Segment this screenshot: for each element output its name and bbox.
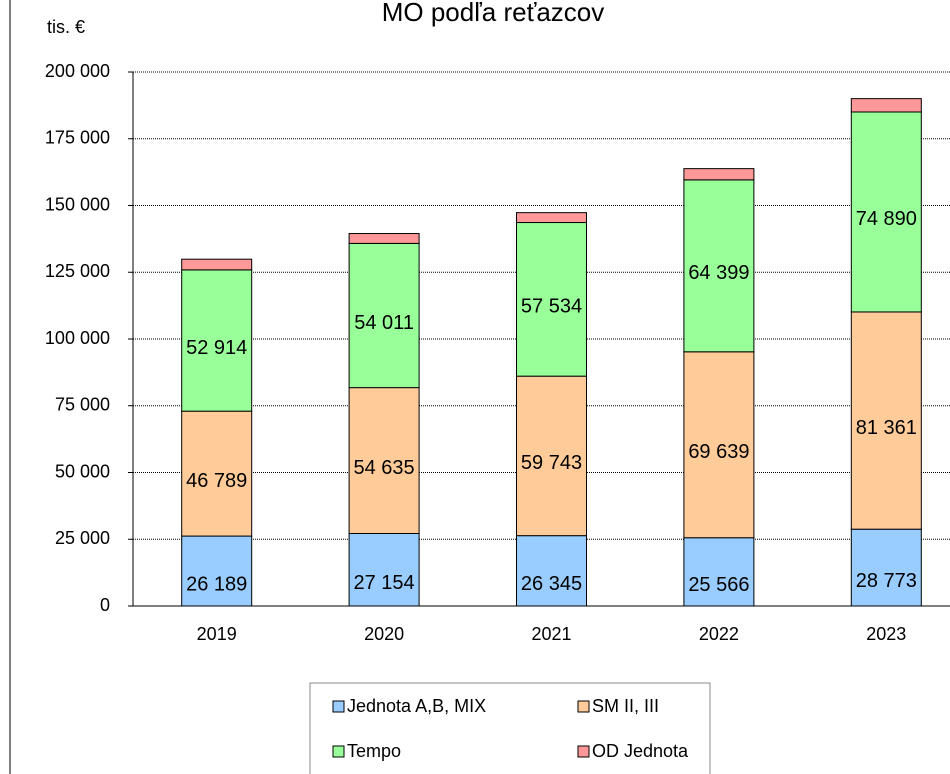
y-tick-label: 25 000 <box>55 528 110 548</box>
x-tick-label: 2019 <box>197 624 237 644</box>
legend-marker <box>332 745 345 758</box>
y-tick-label: 0 <box>100 595 110 615</box>
y-tick-label: 125 000 <box>45 261 110 281</box>
bar-segment <box>181 535 253 607</box>
data-label: 54 011 <box>354 312 414 334</box>
bar-segment <box>850 111 922 313</box>
bar-segment <box>683 179 755 353</box>
legend-label: Tempo <box>347 741 401 761</box>
bar-segment <box>181 269 253 412</box>
legend-marker <box>577 700 590 713</box>
y-tick-label: 75 000 <box>55 395 110 415</box>
y-tick-label: 150 000 <box>45 194 110 214</box>
y-tick-label: 175 000 <box>45 128 110 148</box>
chart-title: MO podľa reťazcov <box>382 0 605 27</box>
y-tick-label: 50 000 <box>55 461 110 481</box>
bar-segment <box>850 528 922 607</box>
data-label: 54 635 <box>354 457 415 479</box>
x-tick-label: 2020 <box>364 624 404 644</box>
bar-segment <box>683 168 755 181</box>
data-label: 26 189 <box>186 573 247 595</box>
bar-segment <box>850 311 922 530</box>
bar-segment <box>850 98 922 113</box>
bar-segment <box>516 212 587 224</box>
data-label: 81 361 <box>856 417 917 439</box>
data-label: 64 399 <box>688 262 749 284</box>
data-label: 69 639 <box>688 441 749 463</box>
legend-marker <box>332 700 345 713</box>
bar-segment <box>348 532 420 607</box>
legend-label: OD Jednota <box>592 741 689 761</box>
bar-segment <box>516 375 587 537</box>
data-label: 28 773 <box>856 570 917 592</box>
bar-segment <box>516 535 587 607</box>
data-label: 57 534 <box>521 296 582 318</box>
legend-marker <box>577 745 590 758</box>
data-label: 52 914 <box>186 337 247 359</box>
y-tick-label: 100 000 <box>45 328 110 348</box>
legend-box <box>309 682 711 774</box>
bar-segment <box>348 387 420 534</box>
data-label: 26 345 <box>521 573 582 595</box>
data-label: 27 154 <box>354 572 415 594</box>
y-tick-label: 200 000 <box>45 61 110 81</box>
legend-label: Jednota A,B, MIX <box>347 696 486 716</box>
bar-segment <box>516 222 587 377</box>
bar-segment <box>348 233 420 244</box>
x-tick-label: 2022 <box>699 624 739 644</box>
y-axis-label: tis. € <box>47 17 85 37</box>
legend-label: SM II, III <box>592 696 659 716</box>
bar-segment <box>181 410 253 537</box>
bar-segment <box>181 258 253 271</box>
data-label: 59 743 <box>521 452 582 474</box>
data-label: 74 890 <box>856 208 917 230</box>
bar-segment <box>683 537 755 607</box>
data-label: 25 566 <box>688 574 749 596</box>
x-tick-label: 2023 <box>866 624 906 644</box>
x-tick-label: 2021 <box>531 624 571 644</box>
data-label: 46 789 <box>186 470 247 492</box>
